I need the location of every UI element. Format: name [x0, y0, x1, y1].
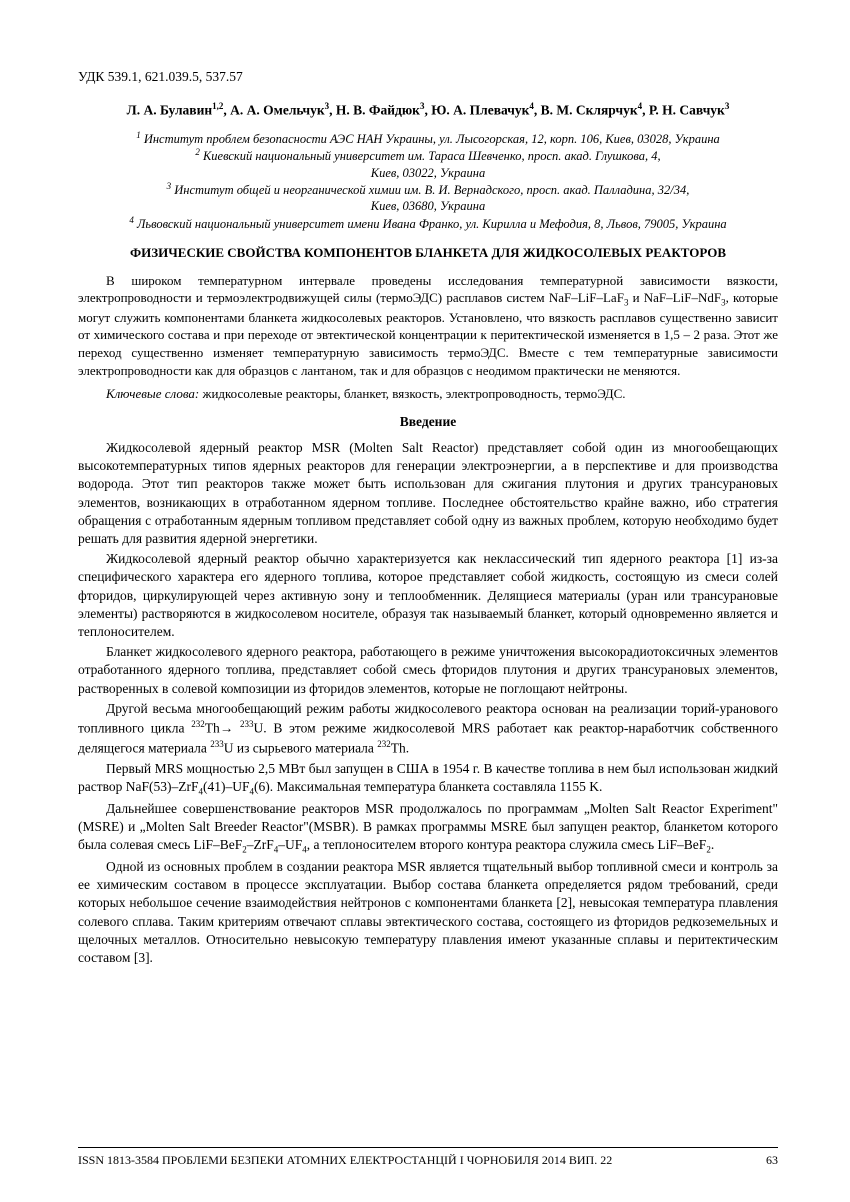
body-paragraph: Жидкосолевой ядерный реактор MSR (Molten…	[78, 439, 778, 548]
keywords-line: Ключевые слова: жидкосолевые реакторы, б…	[78, 385, 778, 403]
body-paragraphs: Жидкосолевой ядерный реактор MSR (Molten…	[78, 439, 778, 967]
authors-list: Л. А. Булавин1,2, А. А. Омельчук3, Н. В.…	[78, 100, 778, 120]
abstract-text: В широком температурном интервале провед…	[78, 272, 778, 379]
body-paragraph: Дальнейшее совершенствование реакторов M…	[78, 800, 778, 856]
section-heading-introduction: Введение	[78, 413, 778, 431]
body-paragraph: Другой весьма многообещающий режим работ…	[78, 700, 778, 758]
page-footer: ISSN 1813-3584 ПРОБЛЕМИ БЕЗПЕКИ АТОМНИХ …	[78, 1152, 778, 1168]
body-paragraph: Бланкет жидкосолевого ядерного реактора,…	[78, 643, 778, 698]
affiliations-list: 1 Институт проблем безопасности АЭС НАН …	[78, 130, 778, 232]
footer-divider	[78, 1147, 778, 1148]
article-title: ФИЗИЧЕСКИЕ СВОЙСТВА КОМПОНЕНТОВ БЛАНКЕТА…	[78, 244, 778, 262]
keywords-label: Ключевые слова:	[106, 386, 199, 401]
footer-issn: ISSN 1813-3584 ПРОБЛЕМИ БЕЗПЕКИ АТОМНИХ …	[78, 1152, 612, 1168]
body-paragraph: Жидкосолевой ядерный реактор обычно хара…	[78, 550, 778, 641]
udk-code: УДК 539.1, 621.039.5, 537.57	[78, 68, 778, 86]
keywords-values: жидкосолевые реакторы, бланкет, вязкость…	[199, 386, 625, 401]
body-paragraph: Первый MRS мощностью 2,5 МВт был запущен…	[78, 760, 778, 798]
body-paragraph: Одной из основных проблем в создании реа…	[78, 858, 778, 967]
page-number: 63	[766, 1152, 778, 1168]
